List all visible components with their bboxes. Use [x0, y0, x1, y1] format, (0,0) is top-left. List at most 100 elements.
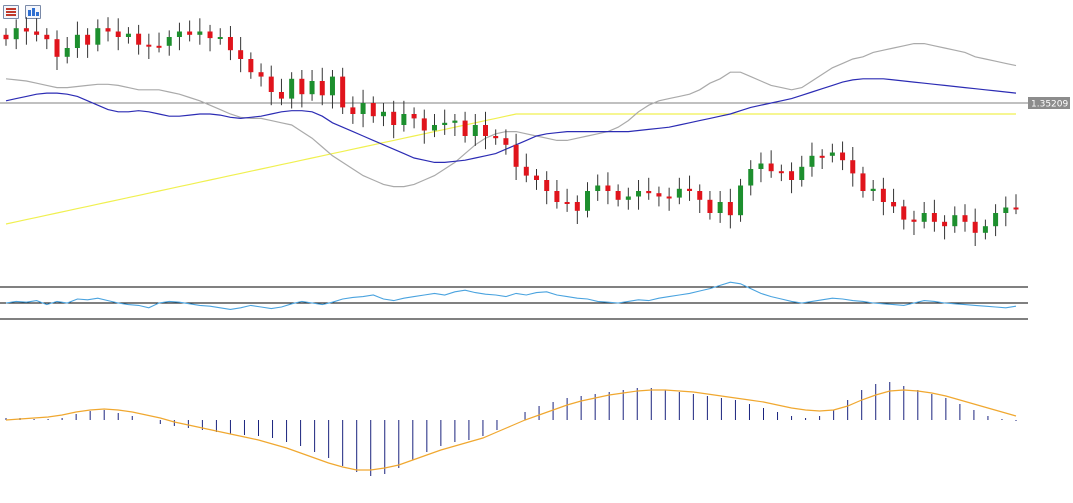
candle-body [472, 125, 478, 136]
candle-body [289, 78, 295, 99]
candle-body [187, 31, 193, 35]
candle-body [982, 226, 988, 233]
candle-body [13, 28, 19, 40]
candle-body [717, 202, 723, 213]
candle-body [370, 103, 376, 117]
candle-body [738, 185, 744, 216]
candle-body [391, 111, 397, 125]
candle-body [636, 191, 642, 197]
candle-body [136, 33, 142, 45]
moving-average-fast-line [5, 42, 1017, 188]
candle-body [452, 120, 458, 123]
candle-body [258, 72, 264, 77]
chart-toolbar [3, 5, 41, 19]
candle-body [329, 76, 335, 96]
candle-body [829, 152, 835, 156]
price-tag-text: 1.35209 [1031, 100, 1068, 110]
candle-body [758, 163, 764, 169]
candle-body [840, 152, 846, 161]
candle-body [380, 111, 386, 117]
candle-body [227, 37, 233, 51]
candle-body [34, 31, 40, 35]
candle-body [860, 173, 866, 191]
candle-body [646, 191, 652, 194]
price-tag-background [1028, 97, 1070, 109]
candle-body [95, 28, 101, 45]
candle-body [64, 48, 70, 57]
candle-body [248, 59, 254, 73]
candle-body [595, 185, 601, 191]
candle-body [605, 185, 611, 191]
candle-body [942, 221, 948, 227]
candle-body [891, 202, 897, 207]
candle-body [401, 114, 407, 125]
candle-body [299, 78, 305, 95]
candle-body [850, 160, 856, 174]
candle-body [421, 118, 427, 131]
candle-body [340, 76, 346, 108]
candle-body [625, 196, 631, 200]
candle-body [156, 45, 162, 48]
object-list-icon[interactable] [25, 5, 41, 19]
candle-body [3, 34, 9, 40]
candle-body [676, 188, 682, 198]
candle-body [207, 31, 213, 39]
candle-body [319, 81, 325, 96]
candle-body [176, 31, 182, 37]
price-tag: 1.35209 [1028, 97, 1070, 110]
macd-pane [5, 382, 1017, 476]
macd-signal-line [5, 389, 1017, 471]
moving-average-long-line [5, 113, 1016, 225]
candle-body [564, 202, 570, 204]
moving-average-slow-line [5, 78, 1017, 163]
candle-body [819, 155, 825, 158]
candle-body [431, 125, 437, 131]
candle-body [656, 193, 662, 197]
candle-body [880, 188, 886, 202]
price-pane [0, 17, 1028, 246]
candle-body [789, 171, 795, 180]
candle-body [442, 122, 448, 125]
candle-body [513, 144, 519, 167]
candle-body [778, 171, 784, 174]
candle-body [707, 199, 713, 213]
candle-body [1003, 207, 1009, 213]
candle-body [768, 163, 774, 172]
candle-body [360, 103, 366, 114]
candle-body [687, 188, 693, 191]
candle-body [44, 34, 50, 40]
candle-body [238, 50, 244, 59]
candle-body [350, 107, 356, 114]
candle-body [146, 44, 152, 47]
indicator-list-icon[interactable] [3, 5, 19, 19]
candle-body [952, 215, 958, 227]
candle-body [268, 76, 274, 92]
candle-body [962, 215, 968, 222]
candle-body [462, 120, 468, 136]
rsi-line [5, 281, 1017, 310]
candle-body [870, 188, 876, 191]
candle-body [115, 31, 121, 37]
candle-body [493, 136, 499, 139]
candle-body [1013, 207, 1019, 210]
candle-body [23, 28, 29, 32]
rsi-pane [0, 281, 1028, 320]
candle-body [482, 125, 488, 136]
candle-body [666, 196, 672, 199]
candle-body [727, 202, 733, 216]
candle-body [166, 37, 172, 46]
candle-body [544, 180, 550, 191]
candle-body [809, 155, 815, 167]
candle-body [931, 213, 937, 222]
candle-body [278, 92, 284, 99]
candle-body [197, 31, 203, 35]
candle-body [74, 34, 80, 48]
candle-body [217, 37, 223, 39]
candle-body [921, 213, 927, 222]
candle-body [972, 221, 978, 233]
candle-body [125, 33, 131, 37]
candle-body [911, 219, 917, 222]
candle-body [534, 175, 540, 180]
candle-body [574, 202, 580, 211]
